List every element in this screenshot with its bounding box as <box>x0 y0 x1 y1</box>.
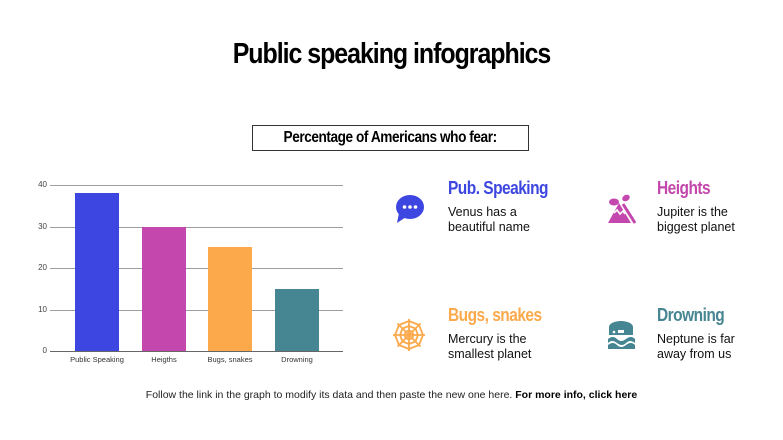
bar-public-speaking <box>75 193 119 351</box>
x-axis <box>50 351 343 352</box>
card-heading: Bugs, snakes <box>448 305 542 325</box>
x-label: Drowning <box>281 355 313 364</box>
x-label: Heigths <box>151 355 177 364</box>
footer: Follow the link in the graph to modify i… <box>0 389 783 401</box>
bar-drowning <box>275 288 319 351</box>
gridline-40 <box>50 185 343 186</box>
y-tick: 30 <box>38 222 47 231</box>
card-heading: Drowning <box>657 305 725 325</box>
mountain-icon <box>605 193 637 225</box>
page-title: Public speaking infographics <box>232 38 552 70</box>
gridline-10 <box>50 310 343 311</box>
bar-bugs-snakes <box>208 247 252 351</box>
card-text: Mercury is the smallest planet <box>448 332 532 361</box>
gridline-30 <box>50 227 343 228</box>
card-heading: Heights <box>657 178 711 198</box>
y-tick: 20 <box>38 263 47 272</box>
x-label: Bugs, snakes <box>207 355 253 364</box>
spider-web-icon <box>392 318 425 351</box>
card-text: Jupiter is the biggest planet <box>657 205 735 234</box>
footer-text: Follow the link in the graph to modify i… <box>145 389 516 401</box>
gridline-20 <box>50 268 343 269</box>
wave-icon <box>605 319 637 351</box>
bar-chart[interactable]: 40 30 20 10 0 Public Speaking Heigths Bu… <box>0 0 360 380</box>
card-text: Venus has a beautiful name <box>448 205 531 234</box>
y-tick: 10 <box>38 305 47 314</box>
y-tick: 0 <box>42 346 47 355</box>
card-heading: Pub. Speaking <box>448 178 548 198</box>
y-tick: 40 <box>38 180 47 189</box>
speech-bubble-icon <box>394 193 426 225</box>
subtitle: Percentage of Americans who fear: <box>283 129 498 146</box>
card-text: Neptune is far away from us <box>657 332 735 361</box>
more-info-link[interactable]: For more info, click here <box>515 389 638 401</box>
x-label: Public Speaking <box>70 355 124 364</box>
subtitle-box: Percentage of Americans who fear: <box>252 125 529 151</box>
bar-heights <box>142 226 186 351</box>
